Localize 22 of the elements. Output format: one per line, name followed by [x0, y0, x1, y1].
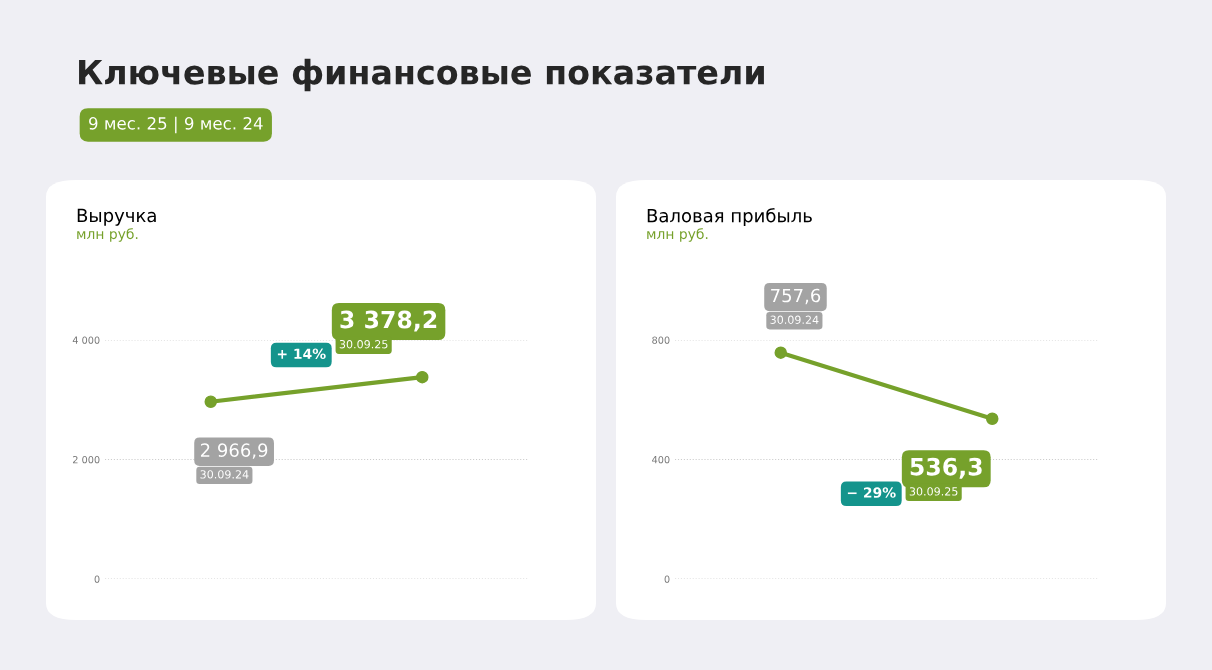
annotation: 30.09.25 — [339, 340, 388, 349]
annotation: 30.09.25 — [909, 487, 958, 496]
y-tick-label: 400 — [652, 455, 670, 464]
y-tick-label: 4 000 — [72, 336, 100, 344]
data-label: 3 378,2 — [340, 310, 437, 332]
y-tick-label: 0 — [94, 575, 100, 583]
y-tick-label: 2 000 — [73, 455, 100, 464]
chart-title: Выручка — [77, 208, 156, 226]
chart-title: Валовая прибыль — [647, 208, 812, 226]
annotation: 30.09.24 — [200, 470, 249, 479]
text: Ключевые финансовые показатели — [79, 58, 764, 92]
annotation: − 29% — [847, 487, 896, 498]
chart-subtitle: млн руб. — [77, 228, 138, 242]
y-tick-label: 0 — [664, 575, 670, 583]
data-label: 536,3 — [910, 457, 982, 479]
data-label: 757,6 — [771, 288, 821, 305]
text: 30.09.24 — [770, 315, 819, 324]
data-label: 2 966,9 — [200, 443, 268, 459]
y-tick-label: 800 — [652, 336, 670, 344]
chart-subtitle: млн руб. — [647, 228, 708, 242]
annotation: + 14% — [277, 348, 326, 359]
text: 9 мес. 25 | 9 мес. 24 — [89, 116, 263, 134]
